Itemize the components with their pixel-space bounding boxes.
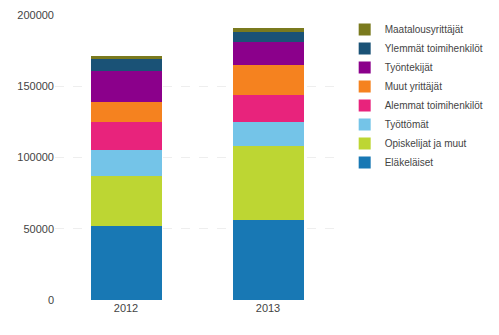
svg-text:Alemmat toimihenkilöt: Alemmat toimihenkilöt	[385, 100, 483, 111]
svg-text:Työntekijät: Työntekijät	[385, 62, 433, 73]
svg-text:Ylemmät toimihenkilöt: Ylemmät toimihenkilöt	[385, 43, 483, 54]
svg-text:150000: 150000	[17, 80, 54, 92]
svg-text:Maatalousyrittäjät: Maatalousyrittäjät	[385, 24, 464, 35]
svg-text:100000: 100000	[17, 151, 54, 163]
svg-text:Muut yrittäjät: Muut yrittäjät	[385, 81, 442, 92]
svg-text:50000: 50000	[23, 223, 54, 235]
svg-text:0: 0	[48, 294, 54, 306]
svg-text:2012: 2012	[114, 302, 138, 314]
svg-text:2013: 2013	[256, 302, 280, 314]
svg-text:Opiskelijat ja muut: Opiskelijat ja muut	[385, 138, 467, 149]
svg-text:Eläkeläiset: Eläkeläiset	[385, 157, 434, 168]
svg-text:Työttömät: Työttömät	[385, 119, 429, 130]
svg-text:200000: 200000	[17, 9, 54, 21]
